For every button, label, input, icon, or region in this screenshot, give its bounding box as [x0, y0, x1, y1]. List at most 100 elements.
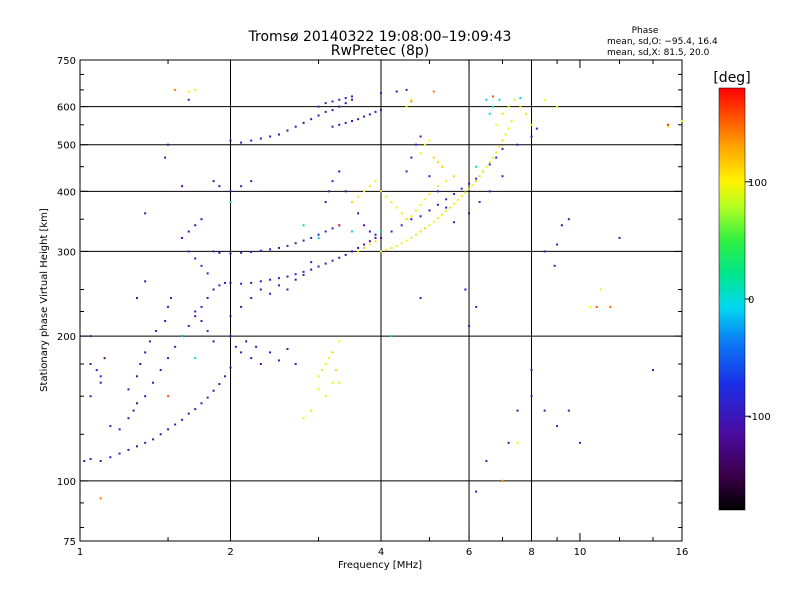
data-point — [144, 280, 147, 283]
data-point — [405, 239, 408, 242]
data-point — [331, 109, 334, 112]
data-point — [441, 213, 444, 216]
data-point — [99, 459, 102, 462]
data-point — [218, 284, 221, 287]
data-point — [181, 418, 184, 421]
data-point — [390, 201, 393, 204]
data-point — [302, 270, 305, 273]
data-point — [255, 345, 258, 348]
data-point — [344, 190, 347, 193]
data-point — [567, 409, 570, 412]
data-point — [501, 175, 504, 178]
data-point — [250, 180, 253, 183]
data-point — [324, 395, 327, 398]
data-point — [507, 441, 510, 444]
data-point — [513, 98, 516, 101]
data-point — [498, 145, 501, 148]
data-point — [368, 185, 371, 188]
data-point — [556, 105, 559, 108]
data-point — [240, 251, 243, 254]
data-point — [277, 359, 280, 362]
data-point — [324, 201, 327, 204]
data-point — [395, 244, 398, 247]
data-point — [229, 201, 232, 204]
data-point — [543, 98, 546, 101]
data-point — [310, 268, 313, 271]
data-point — [206, 329, 209, 332]
data-point — [424, 227, 427, 230]
data-point — [357, 195, 360, 198]
data-point — [428, 209, 431, 212]
data-point — [495, 123, 498, 126]
data-point — [324, 102, 327, 105]
stats-heading: Phase — [632, 26, 659, 36]
data-point — [380, 250, 382, 253]
data-point — [363, 115, 366, 118]
data-point — [419, 230, 422, 233]
data-point — [187, 324, 190, 327]
data-point — [344, 121, 347, 124]
data-point — [181, 236, 184, 239]
data-point — [530, 369, 533, 372]
data-point — [294, 242, 297, 245]
data-point — [194, 257, 197, 260]
data-point — [410, 100, 413, 103]
data-point — [445, 210, 448, 213]
data-point — [351, 98, 354, 101]
data-point — [324, 363, 327, 366]
data-point — [468, 182, 471, 185]
data-point — [507, 127, 510, 130]
data-point — [277, 277, 280, 280]
data-point — [507, 105, 510, 108]
data-point — [127, 417, 130, 420]
data-point — [445, 206, 448, 209]
data-point — [194, 357, 197, 360]
data-point — [294, 125, 297, 128]
data-point — [99, 497, 102, 500]
data-point — [556, 243, 559, 246]
data-point — [491, 95, 494, 98]
data-point — [424, 198, 427, 201]
data-point — [338, 123, 341, 126]
data-point — [144, 351, 147, 354]
data-point — [475, 490, 478, 493]
data-point — [553, 264, 556, 267]
data-point — [135, 402, 138, 405]
data-point — [344, 253, 347, 256]
data-point — [310, 409, 313, 412]
data-point — [259, 280, 262, 283]
data-point — [164, 156, 167, 159]
data-point — [250, 297, 253, 300]
data-point — [317, 236, 320, 239]
data-point — [374, 180, 377, 183]
y-tick-label: 600 — [57, 103, 76, 114]
data-point — [475, 165, 478, 168]
stats-line-x: mean, sd,X: 81.5, 20.0 — [607, 48, 710, 58]
data-point — [302, 273, 305, 276]
data-point — [475, 305, 478, 308]
data-point — [363, 246, 366, 249]
data-point — [240, 185, 243, 188]
data-point — [432, 156, 435, 159]
data-point — [259, 249, 262, 252]
data-point — [357, 212, 360, 215]
data-point — [395, 90, 398, 93]
data-point — [599, 288, 602, 291]
data-point — [187, 90, 190, 93]
data-point — [187, 250, 190, 253]
data-point — [277, 246, 280, 249]
data-point — [240, 282, 243, 285]
data-point — [400, 224, 403, 227]
data-point — [331, 100, 334, 103]
data-point — [169, 297, 172, 300]
data-point — [302, 224, 305, 227]
data-point — [328, 190, 331, 193]
data-point — [269, 292, 272, 295]
data-point — [436, 217, 439, 220]
x-tick-label: 10 — [574, 547, 587, 558]
data-point — [535, 127, 538, 130]
data-point — [338, 381, 341, 384]
data-point — [338, 340, 341, 343]
data-point — [229, 139, 232, 142]
data-point — [286, 244, 289, 247]
